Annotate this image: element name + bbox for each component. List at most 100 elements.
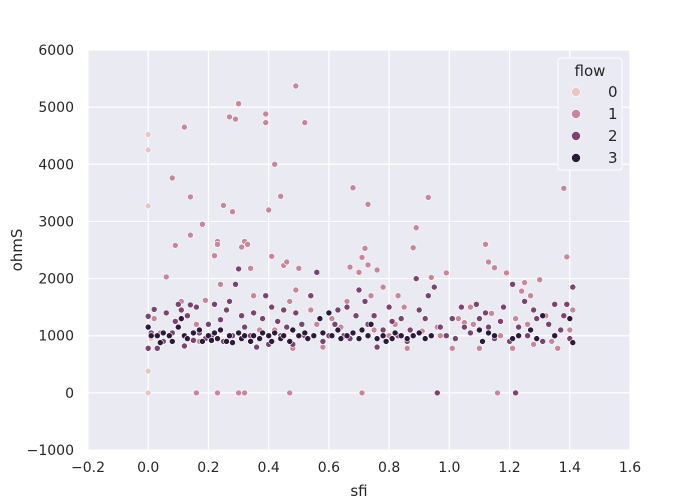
data-point-flow-2 — [461, 323, 468, 331]
data-point-flow-2 — [205, 320, 212, 328]
data-point-flow-2 — [181, 342, 188, 350]
data-point-flow-1 — [403, 344, 411, 352]
data-point-flow-2 — [280, 306, 288, 314]
data-point-flow-1 — [355, 268, 363, 276]
x-tick-label: 1.2 — [498, 460, 520, 476]
data-point-flow-3 — [533, 335, 541, 342]
legend-marker-1 — [571, 109, 581, 119]
data-point-flow-3 — [355, 335, 363, 342]
data-point-flow-2 — [473, 300, 480, 308]
data-point-flow-3 — [235, 329, 242, 337]
data-point-flow-1 — [199, 221, 206, 228]
legend-title: flow — [575, 62, 606, 80]
data-point-flow-3 — [223, 338, 230, 345]
data-point-flow-3 — [271, 329, 279, 337]
data-point-flow-2 — [172, 318, 179, 325]
data-point-flow-1 — [226, 113, 233, 121]
data-point-flow-1 — [521, 279, 528, 286]
y-tick-label: 5000 — [38, 100, 74, 116]
data-point-flow-3 — [427, 332, 435, 340]
legend-label-3: 3 — [608, 149, 618, 167]
data-point-flow-1 — [250, 292, 257, 300]
data-point-flow-2 — [545, 320, 553, 328]
data-point-flow-3 — [259, 329, 266, 337]
data-point-flow-2 — [569, 283, 577, 291]
y-tick-label: 0 — [65, 386, 74, 402]
data-point-flow-1 — [187, 193, 194, 201]
data-point-flow-2 — [406, 326, 414, 334]
data-point-flow-1 — [193, 320, 200, 328]
data-point-flow-2 — [331, 320, 339, 328]
data-point-flow-2 — [283, 323, 291, 331]
data-point-flow-1 — [262, 110, 270, 118]
data-point-flow-1 — [361, 245, 369, 252]
data-point-flow-2 — [307, 292, 315, 300]
data-point-flow-1 — [211, 252, 218, 259]
data-point-flow-1 — [412, 224, 420, 231]
data-point-flow-2 — [343, 303, 351, 311]
data-point-flow-1 — [313, 320, 321, 328]
data-point-flow-1 — [268, 252, 276, 260]
data-point-flow-1 — [488, 310, 495, 317]
data-point-flow-3 — [280, 332, 288, 340]
data-point-flow-3 — [157, 339, 164, 346]
data-point-flow-2 — [379, 326, 387, 334]
data-point-flow-2 — [436, 323, 444, 331]
data-point-flow-1 — [482, 241, 489, 248]
x-tick-label: 0.6 — [318, 460, 340, 476]
data-point-flow-2 — [274, 318, 282, 325]
plot-background — [88, 50, 630, 450]
data-point-flow-0 — [144, 202, 152, 210]
data-point-flow-2 — [184, 312, 191, 320]
data-point-flow-2 — [211, 300, 218, 308]
data-point-flow-2 — [448, 315, 456, 322]
data-point-flow-1 — [509, 344, 516, 352]
data-point-flow-2 — [292, 309, 300, 317]
data-point-flow-1 — [163, 273, 170, 281]
data-point-flow-1 — [292, 286, 300, 294]
legend-label-0: 0 — [608, 83, 618, 101]
data-point-flow-3 — [397, 332, 405, 340]
data-point-flow-2 — [509, 280, 516, 288]
data-point-flow-3 — [367, 320, 375, 328]
data-point-flow-1 — [527, 292, 534, 300]
data-point-flow-1 — [503, 269, 510, 277]
data-point-flow-2 — [163, 309, 170, 317]
data-point-flow-1 — [307, 306, 315, 314]
data-point-flow-2 — [187, 301, 194, 309]
data-point-flow-3 — [485, 329, 492, 337]
data-point-flow-1 — [367, 292, 375, 300]
data-point-flow-3 — [304, 335, 312, 342]
data-point-flow-2 — [150, 306, 158, 313]
data-point-flow-1 — [319, 343, 327, 351]
x-tick-label: 0.8 — [378, 460, 400, 476]
data-point-flow-1 — [235, 100, 242, 107]
data-point-flow-3 — [479, 338, 486, 345]
y-axis-label: ohmS — [8, 229, 26, 272]
data-point-flow-3 — [421, 335, 429, 342]
data-point-flow-2 — [388, 318, 396, 325]
data-point-flow-3 — [208, 336, 215, 344]
data-point-flow-1 — [271, 161, 279, 168]
data-point-flow-1 — [349, 184, 357, 191]
data-point-flow-1 — [427, 274, 435, 281]
data-point-flow-2 — [515, 323, 522, 331]
data-point-flow-3 — [391, 329, 399, 337]
data-point-flow-2 — [175, 300, 182, 308]
data-point-flow-3 — [334, 326, 342, 334]
data-point-flow-2 — [298, 320, 306, 328]
data-point-flow-1 — [220, 202, 227, 209]
data-point-flow-3 — [226, 332, 233, 340]
data-point-flow-1 — [232, 115, 239, 123]
data-point-flow-2 — [524, 332, 531, 340]
data-point-flow-2 — [334, 306, 342, 314]
legend-marker-3 — [571, 153, 581, 163]
data-point-flow-1 — [214, 389, 221, 397]
y-tick-label: 1000 — [38, 329, 74, 345]
data-point-flow-3 — [205, 332, 212, 340]
data-point-flow-3 — [382, 338, 390, 345]
data-point-flow-1 — [283, 258, 291, 266]
data-point-flow-1 — [524, 320, 531, 328]
data-point-flow-3 — [476, 326, 483, 334]
